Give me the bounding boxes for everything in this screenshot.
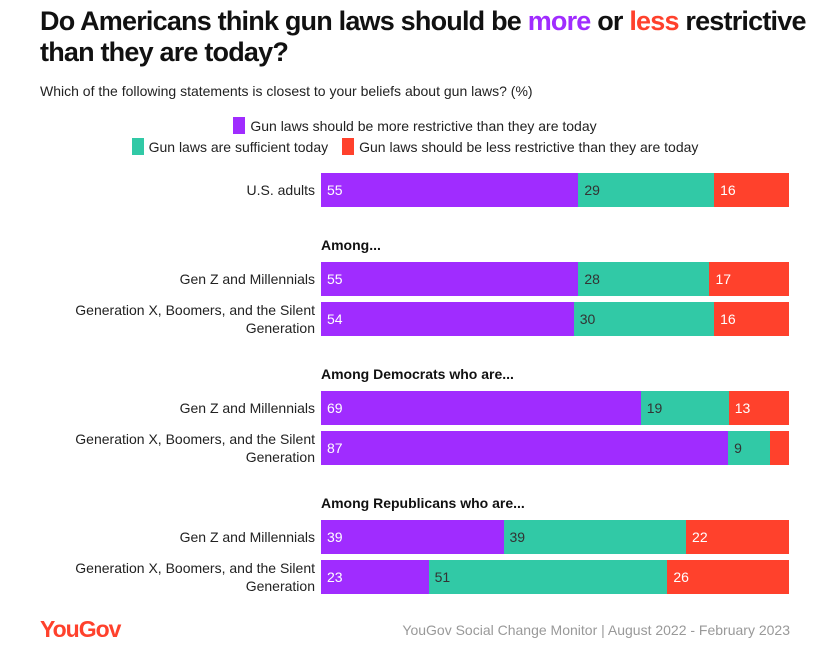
title-less: less (629, 6, 679, 36)
data-label: 23 (327, 569, 343, 585)
group-heading: Among Republicans who are... (321, 495, 525, 511)
bar-segment-more (321, 262, 579, 296)
group-heading: Among... (321, 237, 381, 253)
data-label: 16 (720, 182, 736, 198)
title-more: more (527, 6, 592, 36)
title-text: or (590, 6, 630, 36)
bar-segment-sufficient (578, 262, 710, 296)
bar-segment-more (321, 302, 574, 336)
source-note: YouGov Social Change Monitor | August 20… (402, 622, 790, 638)
data-label: 55 (327, 182, 343, 198)
data-label: 9 (734, 440, 742, 456)
data-label: 51 (434, 569, 451, 585)
bar-segment-less (714, 302, 789, 336)
row-label: Gen Z and Millennials (179, 529, 315, 545)
bar-segment-sufficient (578, 173, 715, 207)
bar-segment-sufficient (573, 302, 715, 336)
data-label: 39 (327, 529, 343, 545)
data-label: 39 (509, 529, 526, 545)
row-label: Gen Z and Millennials (179, 400, 315, 416)
data-label: 16 (720, 311, 736, 327)
data-label: 55 (327, 271, 343, 287)
legend-swatch (233, 117, 246, 134)
legend-item-less: Gun laws should be less restrictive than… (342, 138, 698, 155)
legend-swatch (342, 138, 355, 155)
row-label: Generation X, Boomers, and the Silent Ge… (75, 302, 315, 336)
row-label: Generation X, Boomers, and the Silent Ge… (75, 431, 315, 465)
data-label: 19 (646, 400, 663, 416)
legend-swatch (131, 138, 144, 155)
bar-segment-more (321, 431, 729, 465)
legend-item-sufficient: Gun laws are sufficient today (131, 138, 329, 155)
bar-segment-sufficient (503, 520, 687, 554)
bar-segment-sufficient (640, 391, 729, 425)
bar-segment-less (728, 391, 789, 425)
legend-label: Gun laws are sufficient today (148, 138, 329, 155)
bar-segment-less (667, 560, 789, 594)
bar-segment-sufficient (428, 560, 668, 594)
bar-segment-more (321, 173, 579, 207)
data-label: 30 (579, 311, 596, 327)
data-label: 54 (327, 311, 343, 327)
title-text: Do Americans think gun laws should be (40, 6, 528, 36)
legend: Gun laws should be more restrictive than… (0, 117, 830, 134)
bar-segment-less (709, 262, 789, 296)
bar-segment-less (686, 520, 789, 554)
data-label: 69 (327, 400, 343, 416)
bar-segment-less (770, 431, 789, 465)
data-label: 13 (734, 400, 751, 416)
row-label: U.S. adults (246, 182, 315, 198)
chart-title: Do Americans think gun laws should be mo… (40, 6, 820, 68)
data-label: 29 (584, 182, 600, 198)
legend: Gun laws are sufficient today Gun laws s… (0, 138, 830, 155)
row-label: Gen Z and Millennials (179, 271, 315, 287)
data-label: 17 (715, 271, 732, 287)
yougov-logo: YouGov (40, 616, 121, 642)
data-label: 26 (673, 569, 689, 585)
group-heading: Among Democrats who are... (321, 366, 514, 382)
bar-segment-less (714, 173, 789, 207)
bar-segment-more (321, 520, 504, 554)
legend-label: Gun laws should be more restrictive than… (250, 117, 597, 134)
bar-segment-sufficient (728, 431, 771, 465)
data-label: 87 (327, 440, 343, 456)
bar-segment-more (321, 560, 429, 594)
row-label: Generation X, Boomers, and the Silent Ge… (75, 560, 315, 594)
chart-subtitle: Which of the following statements is clo… (40, 83, 533, 99)
bar-segment-more (321, 391, 641, 425)
data-label: 22 (692, 529, 708, 545)
data-label: 28 (584, 271, 600, 287)
title-text: restrictive than they are today? (40, 6, 806, 67)
legend-item-more: Gun laws should be more restrictive than… (233, 117, 597, 134)
legend-label: Gun laws should be less restrictive than… (359, 138, 699, 155)
